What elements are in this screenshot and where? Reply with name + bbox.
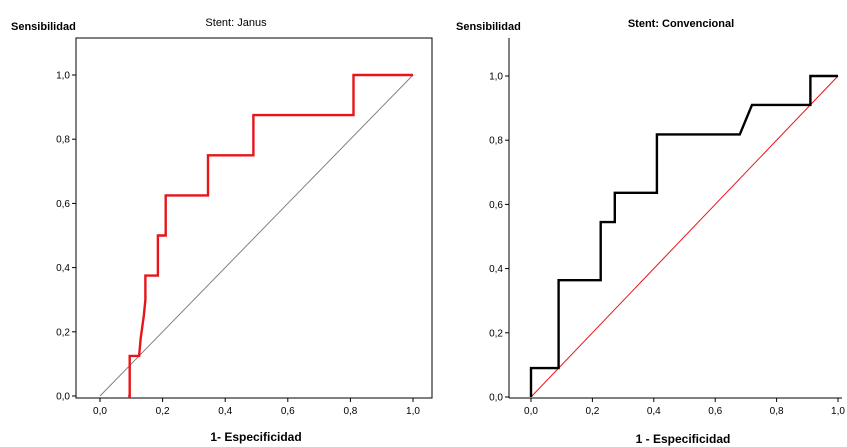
x-tick-label: 0,4 <box>218 406 232 417</box>
x-tick-label: 0,0 <box>93 406 107 417</box>
x-tick-label: 0,8 <box>770 406 784 417</box>
left-xlabel: 1- Especificidad <box>210 430 301 444</box>
reference-diagonal-line <box>530 75 839 398</box>
y-tick-label: 0,8 <box>489 136 503 147</box>
y-tick-label: 1,0 <box>489 72 503 83</box>
left-title: Stent: Janus <box>205 17 267 29</box>
right-title: Stent: Convencional <box>628 18 734 30</box>
x-tick-label: 0,4 <box>647 406 661 417</box>
x-tick-label: 0,0 <box>524 406 538 417</box>
y-tick-label: 0,6 <box>489 200 503 211</box>
y-tick-label: 0,8 <box>56 135 70 146</box>
y-tick-label: 1,0 <box>56 71 70 82</box>
x-tick-label: 0,6 <box>281 406 295 417</box>
right-xlabel: 1 - Especificidad <box>636 432 731 446</box>
x-tick-label: 0,2 <box>156 406 170 417</box>
x-tick-label: 1,0 <box>831 406 845 417</box>
plot-frame <box>75 37 433 399</box>
y-tick-label: 0,2 <box>56 327 70 338</box>
y-tick-label: 0,4 <box>56 263 70 274</box>
x-tick-label: 0,8 <box>343 406 357 417</box>
left-ylabel: Sensibilidad <box>11 21 76 33</box>
x-tick-label: 1,0 <box>406 406 420 417</box>
right-ylabel: Sensibilidad <box>456 21 521 33</box>
reference-diagonal-line <box>99 74 414 397</box>
roc-curve-line <box>529 74 838 397</box>
x-tick-label: 0,2 <box>585 406 599 417</box>
y-tick-label: 0,6 <box>56 199 70 210</box>
y-tick-label: 0,0 <box>489 393 503 404</box>
y-tick-label: 0,4 <box>489 264 503 275</box>
x-tick-label: 0,6 <box>708 406 722 417</box>
roc-curve-line <box>128 73 413 398</box>
y-tick-label: 0,0 <box>56 392 70 403</box>
y-tick-label: 0,2 <box>489 328 503 339</box>
